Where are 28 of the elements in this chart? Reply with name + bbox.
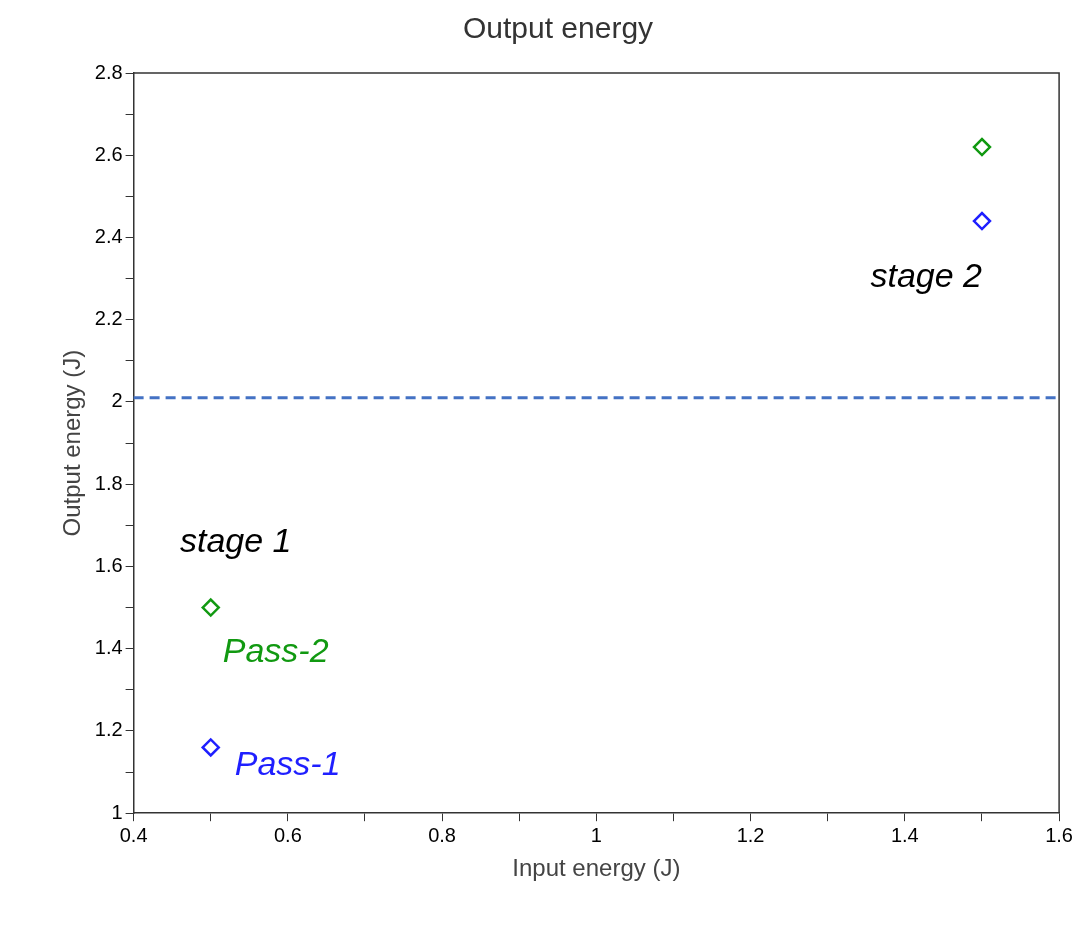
y-tick-label: 1.4	[94, 636, 123, 659]
point	[201, 738, 220, 757]
x-axis-title: Input energy (J)	[512, 854, 681, 882]
y-axis-title: Output energy (J)	[58, 349, 86, 537]
y-tick-label: 1.8	[94, 471, 123, 494]
x-tick-label: 0.8	[428, 823, 457, 846]
x-tick-label: 0.4	[119, 823, 148, 846]
annotation: stage 1	[179, 521, 292, 560]
point	[972, 211, 992, 231]
x-tick-label: 0.6	[273, 823, 302, 846]
chart-title: Output energy	[462, 11, 654, 45]
x-tick-label: 1.6	[1045, 823, 1073, 846]
y-tick-label: 1.2	[94, 718, 123, 741]
y-tick-label: 2.6	[94, 142, 123, 165]
x-tick-label: 1.4	[890, 823, 919, 846]
y-tick-label: 2.8	[94, 60, 123, 83]
annotation: stage 2	[870, 256, 983, 295]
series-label: Pass-1	[234, 743, 341, 782]
point	[201, 598, 220, 617]
y-tick-label: 1.6	[94, 553, 123, 576]
y-tick-label: 2	[111, 389, 123, 412]
x-tick-label: 1.2	[736, 823, 765, 846]
y-tick-label: 1	[111, 800, 123, 823]
x-tick-label: 1	[590, 823, 602, 846]
y-tick-label: 2.4	[94, 225, 123, 247]
point	[972, 137, 992, 157]
series-label: Pass-2	[222, 631, 329, 670]
y-tick-label: 2.2	[94, 307, 123, 330]
